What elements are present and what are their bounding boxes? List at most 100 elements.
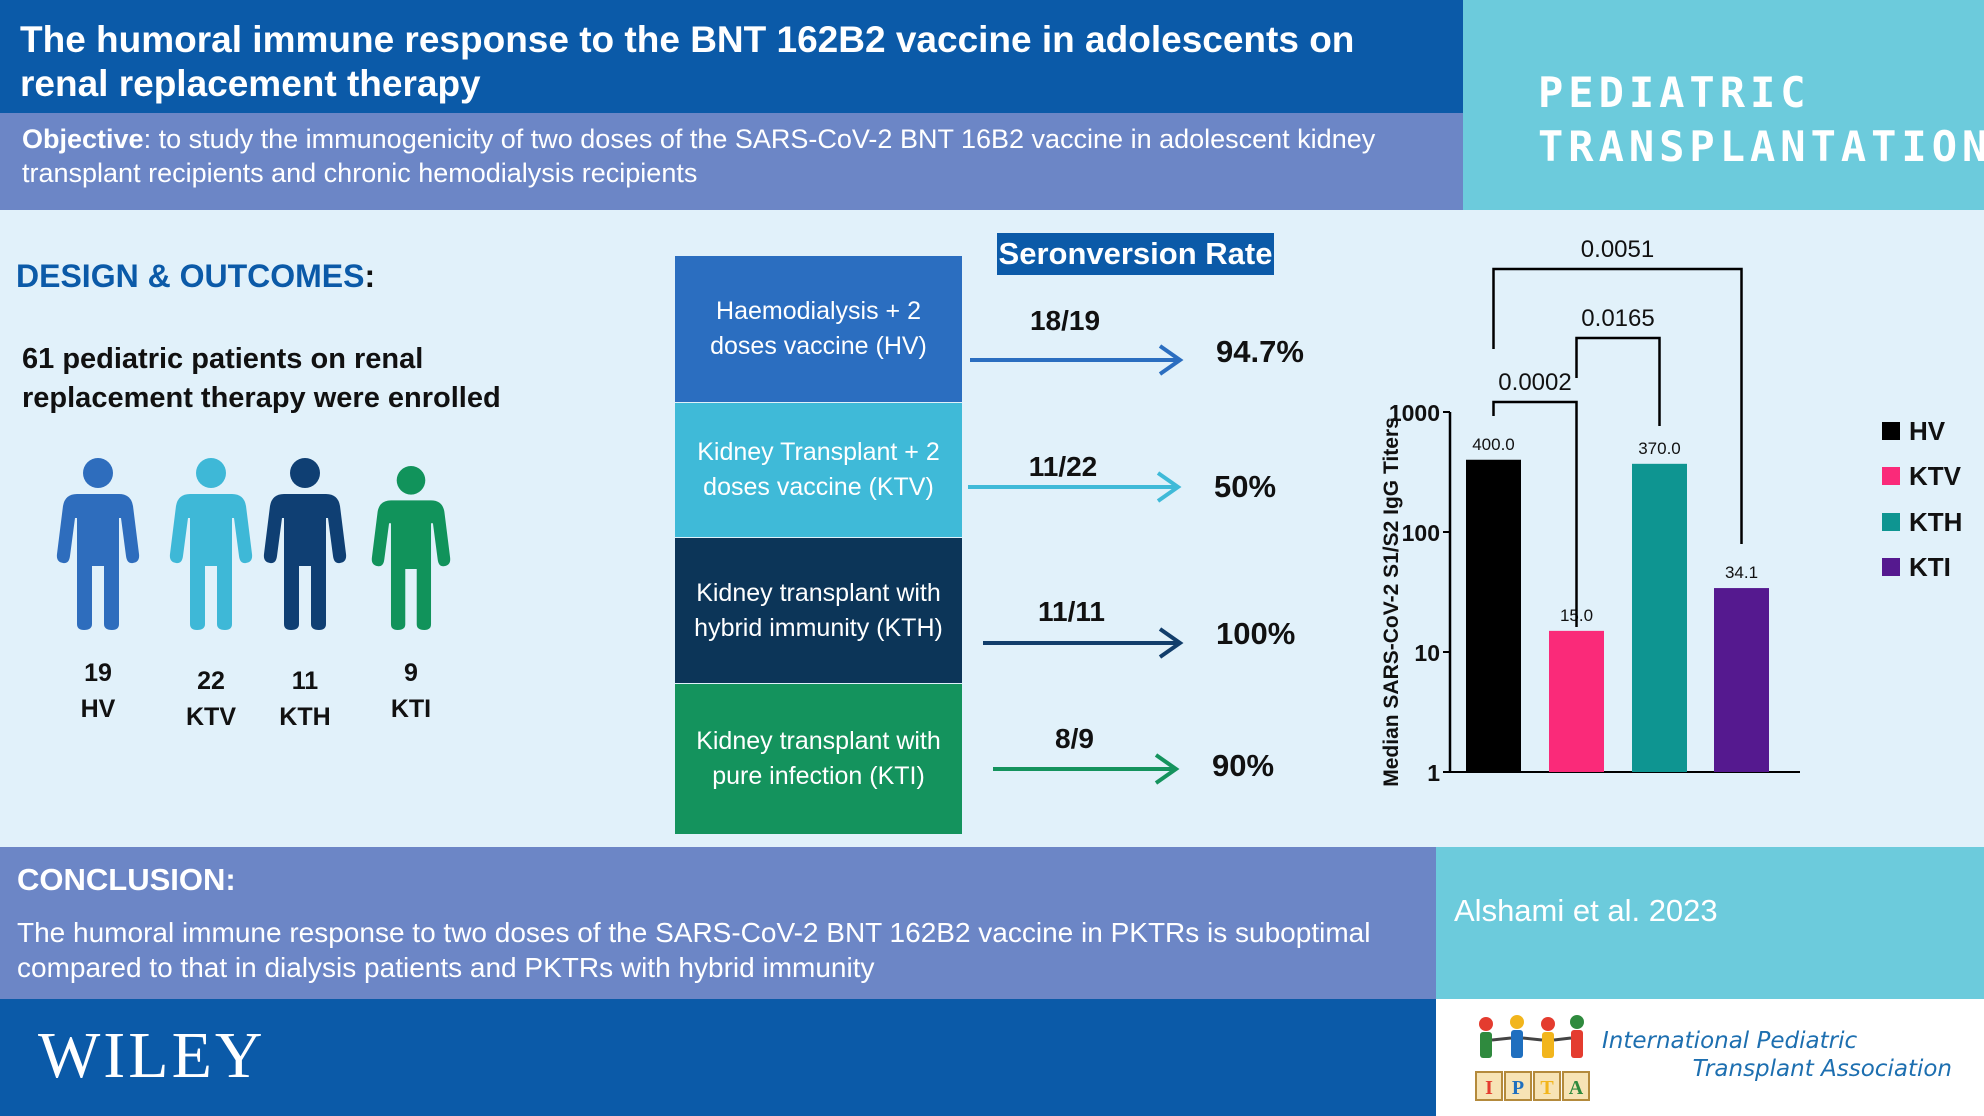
ipta-block-letter: P: [1512, 1077, 1524, 1099]
bar-kti: [1714, 588, 1769, 772]
seroconversion-ratio: 11/22: [1028, 451, 1098, 482]
patient-count-number: 11: [291, 667, 319, 695]
seroconversion-ratio: 8/9: [1055, 723, 1094, 754]
seroconversion-percent: 50%: [1214, 469, 1277, 504]
objective-text: to study the immunogenicity of two doses…: [22, 124, 1376, 188]
p-value-label: 0.0051: [1581, 236, 1654, 263]
seroconversion-ratio: 11/11: [1038, 596, 1105, 627]
patient-count-ktv: 22 KTV: [171, 663, 251, 735]
legend-swatch: [1882, 558, 1900, 576]
arrow-2: [983, 627, 1184, 659]
group-box-3: Kidney transplant with pure infection (K…: [675, 684, 962, 834]
wiley-logo: WILEY: [38, 1019, 266, 1092]
bar-value-label: 400.0: [1472, 435, 1515, 454]
enrolled-text: 61 pediatric patients on renal replaceme…: [22, 343, 501, 414]
patient-count-group: KTH: [279, 703, 331, 731]
significance-bracket: [1492, 267, 1743, 544]
group-box-2: Kidney transplant with hybrid immunity (…: [675, 538, 962, 683]
ipta-block: [1562, 1071, 1590, 1101]
seroconversion-percent: 100%: [1216, 616, 1296, 651]
person-icon-ktv: [169, 458, 253, 630]
patient-count-group: KTI: [390, 695, 432, 723]
bar-value-label: 34.1: [1725, 563, 1758, 582]
citation: Alshami et al. 2023: [1454, 893, 1718, 928]
objective: Objective: to study the immunogenicity o…: [22, 124, 1376, 188]
design-heading: DESIGN & OUTCOMES:: [16, 258, 375, 295]
legend-label: KTV: [1909, 460, 1961, 491]
y-tick-label: 1000: [1389, 400, 1440, 426]
legend-swatch: [1882, 513, 1900, 531]
bar-ktv: [1549, 630, 1604, 772]
footer-panel: [0, 999, 1436, 1116]
conclusion-heading-colon: :: [225, 862, 236, 897]
ipta-block: [1475, 1071, 1503, 1101]
bar-value-label: 370.0: [1638, 439, 1681, 458]
conclusion-heading-text: CONCLUSION: [17, 862, 226, 897]
journal-name-line1: PEDIATRIC: [1538, 68, 1811, 117]
conclusion-panel: [0, 847, 1436, 999]
ipta-name: International Pediatric Transplant Assoc…: [1602, 1027, 1952, 1083]
y-tick-label: 100: [1402, 520, 1440, 546]
legend-label: KTH: [1909, 506, 1963, 537]
bar-hv: [1466, 459, 1521, 772]
journal-name-line2: TRANSPLANTATION: [1538, 122, 1984, 171]
legend-item-ktv: KTV: [1882, 461, 1961, 491]
arrow-3: [993, 753, 1180, 785]
y-tick-label: 1: [1427, 760, 1440, 786]
ipta-block-letter: T: [1540, 1077, 1554, 1099]
seroconversion-heading: Seronversion Rate: [997, 233, 1274, 275]
seroconversion-ratio: 18/19: [1029, 305, 1101, 336]
patient-count-group: KTV: [186, 703, 236, 731]
ipta-block-letter: I: [1485, 1077, 1493, 1099]
journal-logo: PEDIATRIC TRANSPLANTATION: [1538, 66, 1984, 174]
ipta-block: [1533, 1071, 1561, 1101]
p-value-label: 0.0165: [1581, 305, 1654, 332]
journal-panel: [1463, 0, 1984, 210]
legend-label: HV: [1909, 415, 1946, 446]
y-tick-label: 10: [1414, 640, 1440, 666]
arrows: [968, 344, 1184, 785]
legend-item-hv: HV: [1882, 416, 1945, 446]
legend-item-kti: KTI: [1882, 552, 1951, 582]
y-axis-label: Median SARS-CoV-2 S1/S2 IgG Titers: [1380, 417, 1403, 787]
design-heading-text: DESIGN & OUTCOMES: [16, 258, 365, 294]
citation-panel: [1436, 847, 1984, 999]
patient-count-number: 22: [197, 667, 225, 695]
seroconversion-percent: 90%: [1212, 748, 1275, 783]
patient-count-kti: 9 KTI: [371, 655, 451, 727]
ipta-block: [1504, 1071, 1532, 1101]
conclusion-text: The humoral immune response to two doses…: [17, 917, 1371, 983]
patient-count-number: 9: [404, 659, 418, 687]
group-box-1: Kidney Transplant + 2 doses vaccine (KTV…: [675, 403, 962, 537]
objective-bar: [0, 113, 1463, 210]
ipta-name-line1: International Pediatric: [1602, 1028, 1858, 1054]
patient-count-kth: 11 KTH: [265, 663, 345, 735]
ipta-block-letter: A: [1569, 1077, 1584, 1099]
arrow-0: [970, 344, 1184, 376]
person-icon-kti: [371, 466, 451, 630]
design-heading-colon: :: [364, 258, 376, 294]
group-box-0: Haemodialysis + 2 doses vaccine (HV): [675, 256, 962, 402]
conclusion-heading: CONCLUSION:: [17, 862, 236, 898]
title-bar: [0, 0, 1463, 113]
bar-kth: [1632, 463, 1687, 772]
patient-count-group: HV: [80, 695, 116, 723]
significance-bracket: [1492, 400, 1578, 627]
legend-item-kth: KTH: [1882, 507, 1962, 537]
seroconversion-percent: 94.7%: [1216, 334, 1304, 369]
significance-bracket: [1575, 336, 1661, 426]
ipta-kids-icon: [1479, 1015, 1584, 1058]
patient-count-hv: 19 HV: [58, 655, 138, 727]
legend-swatch: [1882, 467, 1900, 485]
legend-label: KTI: [1909, 551, 1951, 582]
legend-swatch: [1882, 422, 1900, 440]
page-title: The humoral immune response to the BNT 1…: [20, 19, 1355, 104]
arrow-1: [968, 471, 1182, 503]
patient-count-number: 19: [84, 659, 112, 687]
person-icon-hv: [56, 458, 140, 630]
person-icon-kth: [263, 458, 347, 630]
ipta-name-line2: Transplant Association: [1692, 1056, 1952, 1082]
